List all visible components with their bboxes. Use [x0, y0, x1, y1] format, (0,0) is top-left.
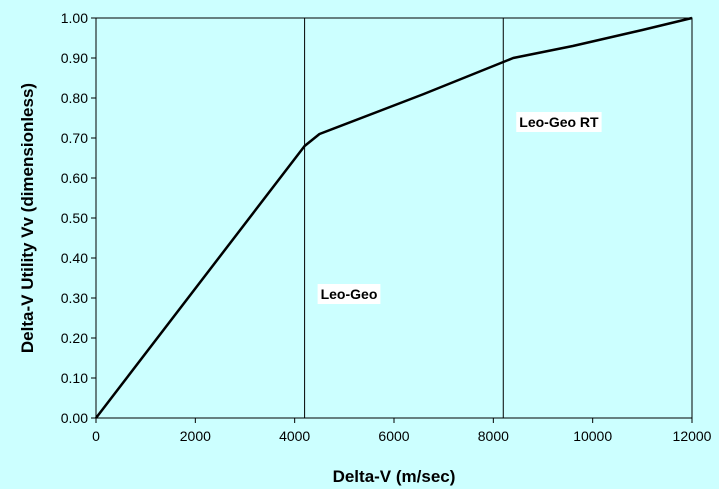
- y-tick-label: 0.20: [61, 330, 88, 346]
- x-tick-label: 10000: [573, 428, 612, 444]
- y-tick-label: 0.00: [61, 410, 88, 426]
- x-axis-title: Delta-V (m/sec): [333, 467, 456, 486]
- y-axis-title: Delta-V Utility Vv (dimensionless): [18, 83, 37, 353]
- series-layer: [95, 16, 693, 419]
- x-tick-label: 8000: [478, 428, 509, 444]
- x-tick-label: 6000: [378, 428, 409, 444]
- x-axis-ticks: 0 2000 4000 6000 8000 10000 12000: [92, 418, 712, 444]
- annotations: Leo-Geo Leo-Geo RT: [317, 112, 602, 304]
- y-tick-label: 0.70: [61, 130, 88, 146]
- y-tick-label: 0.80: [61, 90, 88, 106]
- y-tick-label: 0.30: [61, 290, 88, 306]
- plot-area: [95, 17, 693, 419]
- x-tick-label: 12000: [673, 428, 712, 444]
- utility-curve: [95, 16, 693, 419]
- x-tick-label: 2000: [180, 428, 211, 444]
- y-tick-label: 0.60: [61, 170, 88, 186]
- x-tick-label: 0: [92, 428, 100, 444]
- y-tick-label: 0.10: [61, 370, 88, 386]
- y-tick-label: 1.00: [61, 10, 88, 26]
- y-tick-label: 0.40: [61, 250, 88, 266]
- reference-label-box: [516, 112, 602, 132]
- reference-line-label: Leo-Geo RT: [519, 114, 599, 130]
- reference-line-label: Leo-Geo: [321, 286, 378, 302]
- y-axis-ticks: 0.00 0.10 0.20 0.30 0.40 0.50 0.60 0.70 0.80 0.90…: [61, 10, 96, 426]
- reference-label-box: [317, 284, 381, 304]
- y-tick-label: 0.50: [61, 210, 88, 226]
- x-tick-label: 4000: [279, 428, 310, 444]
- y-tick-label: 0.90: [61, 50, 88, 66]
- reference-lines: [304, 18, 504, 418]
